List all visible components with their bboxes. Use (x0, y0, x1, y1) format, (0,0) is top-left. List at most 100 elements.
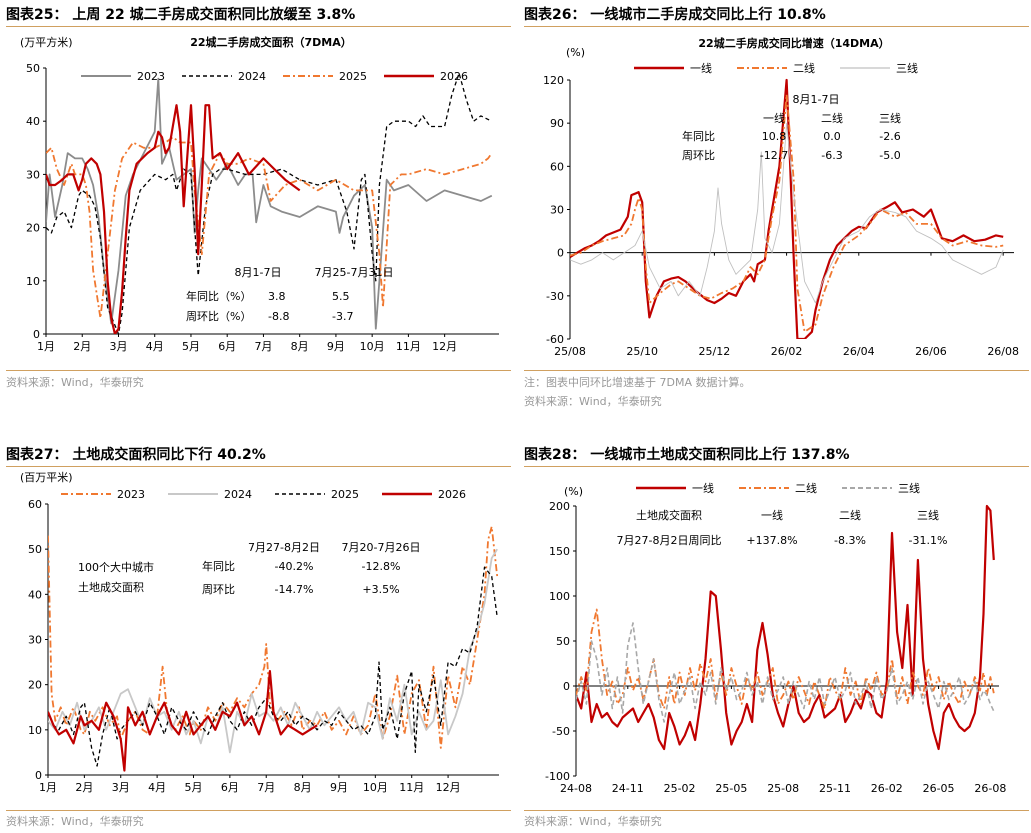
series-group (48, 525, 499, 772)
series-line-三线 (570, 122, 1004, 304)
bottom-rule (524, 810, 1029, 811)
y-tick-label: 50 (556, 635, 570, 648)
y-axis-label: (%) (564, 485, 583, 498)
y-tick-label: 0 (33, 328, 40, 341)
annotation-value: -31.1% (909, 534, 948, 547)
bottom-rule (6, 810, 511, 811)
annotation-value: +3.5% (362, 583, 399, 596)
chart-land-tier-yoy: -100 -50 0 50 100 150 200 24-08 24-11 25-02 25-05 2… (545, 481, 1006, 795)
x-tick-label: 25/10 (626, 345, 658, 358)
x-tick-label: 24-08 (560, 782, 592, 795)
x-tick-label: 8月 (294, 781, 312, 794)
x-tick-label: 12月 (432, 340, 457, 353)
annotation-row-label: 7月27-8月2日周同比 (617, 534, 722, 547)
x-tick-label: 7月 (254, 340, 272, 353)
series-line-2026 (48, 670, 318, 772)
legend-label: 三线 (896, 61, 918, 75)
x-tick-label: 26-05 (923, 782, 955, 795)
annotation-value: 3.8 (268, 290, 286, 303)
annotation-value: -12.7 (760, 149, 788, 162)
y-tick-label: 30 (550, 204, 564, 217)
series-line-三线 (576, 622, 995, 723)
panel-second-hand-area: 图表25： 上周 22 城二手房成交面积同比放缓至 3.8% 0 10 20 30 40… (6, 4, 511, 394)
chart-land-area: 0 10 20 30 40 50 60 1月 2月 3月 4月 5月 6月 7月 8月 9月 10月 11月 12月… (20, 471, 499, 794)
annotation-value: -6.3 (821, 149, 842, 162)
title-rule (6, 466, 511, 467)
x-tick-label: 25/12 (699, 345, 731, 358)
x-tick-label: 9月 (330, 781, 348, 794)
legend-label: 二线 (795, 481, 817, 495)
x-tick-label: 1月 (39, 781, 57, 794)
annotation-row-label: 周环比（%） (186, 310, 251, 323)
legend-label: 2025 (339, 70, 367, 83)
title-rule (524, 466, 1029, 467)
x-tick-label: 26/06 (915, 345, 947, 358)
series-line-2024 (48, 548, 498, 754)
title-rule (6, 26, 511, 27)
annotation-value: 5.5 (332, 290, 350, 303)
x-tick-label: 26/08 (987, 345, 1019, 358)
x-tick-label: 24-11 (612, 782, 644, 795)
chart-tier-yoy: -60 -30 0 30 60 90 120 25/08 25/10 25/12 26/02 26/0… (543, 36, 1019, 358)
panel-tier1-yoy: 图表26： 一线城市二手房成交同比上行 10.8% -60 -30 0 30 60 90 1… (524, 4, 1029, 414)
y-tick-label: 200 (549, 500, 570, 513)
legend-label: 2023 (137, 70, 165, 83)
x-tick-label: 1月 (37, 340, 55, 353)
x-tick-label: 12月 (436, 781, 461, 794)
bottom-rule (6, 370, 511, 371)
panel-title: 图表28： 一线城市土地成交面积同比上行 137.8% (524, 447, 850, 463)
series-line-2026 (46, 104, 301, 334)
x-tick-label: 26/04 (843, 345, 875, 358)
annotation-header: 7月25-7月31日 (315, 266, 394, 279)
annotation-value: -14.7% (275, 583, 314, 596)
x-tick-label: 3月 (109, 340, 127, 353)
y-tick-label: 90 (550, 117, 564, 130)
y-axis-label: (%) (566, 46, 585, 59)
series-line-二线 (570, 93, 1004, 333)
legend-label: 2024 (238, 70, 266, 83)
bottom-rule (524, 370, 1029, 371)
annotation-header: 二线 (821, 111, 843, 125)
source-note: 资料来源：Wind，华泰研究 (6, 376, 144, 389)
annotation-value: 10.8 (762, 130, 787, 143)
panel-title: 图表26： 一线城市二手房成交同比上行 10.8% (524, 7, 826, 23)
y-tick-label: 0 (563, 680, 570, 693)
title-rule (524, 26, 1029, 27)
y-tick-label: 30 (28, 634, 42, 647)
series-line-2023 (48, 525, 499, 749)
series-line-2025 (48, 566, 498, 767)
series-group (576, 504, 995, 751)
x-tick-label: 2月 (73, 340, 91, 353)
source-note: 资料来源：Wind，华泰研究 (6, 815, 144, 828)
y-tick-label: 60 (28, 498, 42, 511)
y-tick-label: -50 (552, 725, 570, 738)
y-tick-label: -100 (545, 770, 570, 783)
y-tick-label: 100 (549, 590, 570, 603)
y-tick-label: 40 (28, 588, 42, 601)
annotation-value: -40.2% (275, 560, 314, 573)
annotation-header: 7月20-7月26日 (342, 541, 421, 554)
legend-label: 2023 (117, 488, 145, 501)
legend-label: 2024 (224, 488, 252, 501)
y-tick-label: 40 (26, 115, 40, 128)
y-tick-label: 60 (550, 160, 564, 173)
legend-label: 一线 (692, 481, 714, 495)
x-tick-label: 5月 (182, 340, 200, 353)
y-tick-label: -30 (546, 290, 564, 303)
annotation-value: -3.7 (332, 310, 353, 323)
x-tick-label: 2月 (75, 781, 93, 794)
annotation-header: 7月27-8月2日 (248, 541, 320, 554)
x-tick-label: 10月 (363, 781, 388, 794)
panel-tier1-land-yoy: 图表28： 一线城市土地成交面积同比上行 137.8% -100 -50 0 50 10… (524, 444, 1029, 833)
x-tick-label: 26-02 (871, 782, 903, 795)
x-tick-label: 11月 (399, 781, 424, 794)
x-tick-label: 25-05 (715, 782, 747, 795)
panel-land-area: 图表27： 土地成交面积同比下行 40.2% 0 10 20 30 40 50 60 1月 2月… (6, 444, 511, 833)
y-tick-label: 0 (557, 247, 564, 260)
y-tick-label: 30 (26, 168, 40, 181)
y-tick-label: 150 (549, 545, 570, 558)
annotation-value: -12.8% (362, 560, 401, 573)
annotation-row-label: 年同比 (202, 559, 235, 573)
series-line-一线 (576, 504, 995, 751)
chart-title: 22城二手房成交面积（7DMA） (190, 35, 352, 49)
